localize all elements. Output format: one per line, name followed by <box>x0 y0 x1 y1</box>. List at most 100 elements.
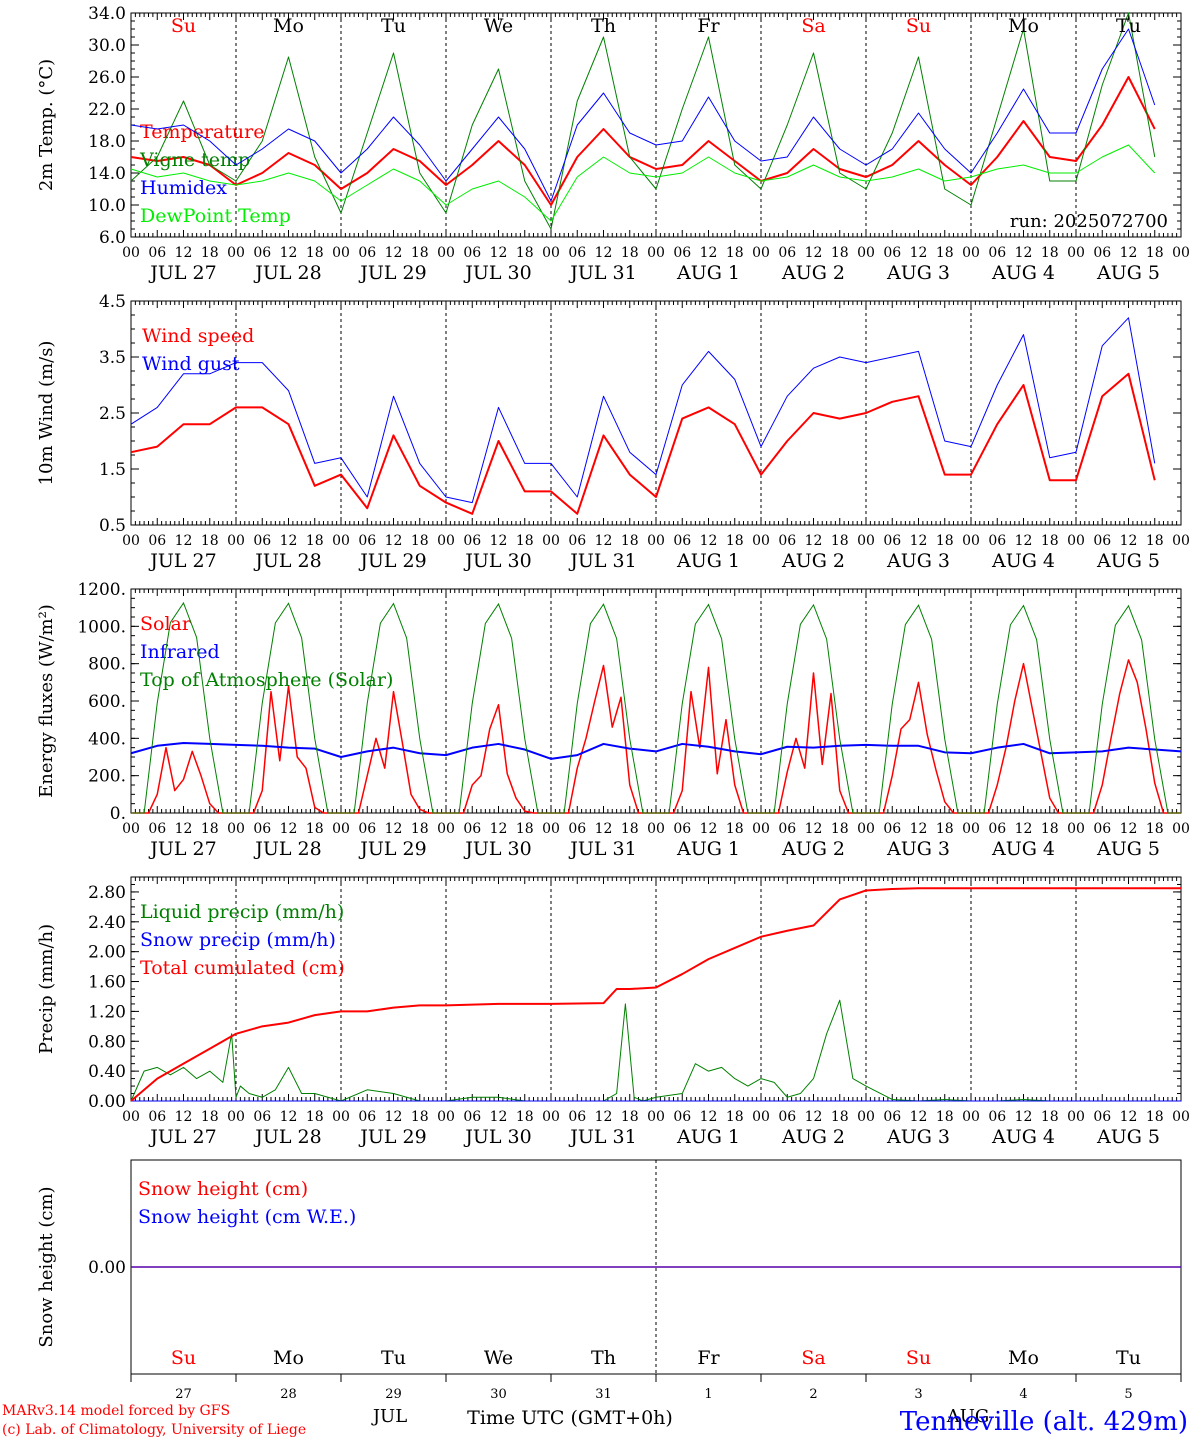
credit-line-1: MARv3.14 model forced by GFS <box>2 1403 230 1419</box>
hour-tick-label: 18 <box>411 1109 429 1125</box>
hour-tick-label: 00 <box>227 245 245 261</box>
hour-tick-label: 12 <box>805 245 823 261</box>
hour-tick-label: 12 <box>910 821 928 837</box>
hour-tick-label: 12 <box>700 1109 718 1125</box>
date-label: JUL 30 <box>463 1126 531 1148</box>
legend-entry: Total cumulated (cm) <box>140 957 345 979</box>
series-line <box>130 28 1156 202</box>
hour-tick-label: 18 <box>831 245 849 261</box>
hour-tick-label: 06 <box>358 533 376 549</box>
date-label: JUL 29 <box>358 550 426 572</box>
legend-entry: Infrared <box>140 641 220 663</box>
y-axis-label: Energy fluxes (W/m²) <box>36 604 57 798</box>
y-tick-label: 6.0 <box>99 228 126 248</box>
y-tick-label: 30.0 <box>88 36 126 56</box>
hour-tick-label: 18 <box>411 245 429 261</box>
hour-tick-label: 00 <box>122 821 140 837</box>
y-tick-label: 600. <box>88 692 126 712</box>
day-number-label: 5 <box>1124 1387 1132 1402</box>
hour-tick-label: 12 <box>805 1109 823 1125</box>
hour-tick-label: 18 <box>411 821 429 837</box>
date-label: AUG 3 <box>886 550 950 572</box>
hour-tick-label: 12 <box>490 1109 508 1125</box>
hour-tick-label: 00 <box>227 821 245 837</box>
hour-tick-label: 18 <box>306 245 324 261</box>
legend-entry: Vigne temp <box>139 149 250 171</box>
y-tick-label: 1.5 <box>99 460 126 480</box>
hour-tick-label: 00 <box>752 1109 770 1125</box>
hour-tick-label: 18 <box>1146 1109 1164 1125</box>
snow-height-panel: 0.00 Snow height (cm) Snow height (cm) Snow… <box>36 1159 1182 1427</box>
date-label: JUL 27 <box>148 838 216 860</box>
day-name-label: Th <box>591 1347 616 1369</box>
legend-entry: Wind speed <box>142 325 254 347</box>
date-label: AUG 5 <box>1096 838 1160 860</box>
hour-tick-label: 00 <box>962 533 980 549</box>
hour-tick-label: 18 <box>726 533 744 549</box>
hour-tick-label: 00 <box>437 245 455 261</box>
hour-tick-label: 12 <box>595 821 613 837</box>
date-label: AUG 5 <box>1096 550 1160 572</box>
hour-tick-label: 06 <box>253 821 271 837</box>
hour-tick-label: 00 <box>1067 821 1085 837</box>
date-label: JUL 27 <box>148 1126 216 1148</box>
date-label: JUL 28 <box>253 550 321 572</box>
hour-tick-label: 00 <box>647 245 665 261</box>
y-tick-label: 2.80 <box>88 883 126 903</box>
hour-tick-label: 06 <box>148 1109 166 1125</box>
hour-tick-label: 12 <box>700 533 718 549</box>
hour-tick-label: 00 <box>962 245 980 261</box>
hour-tick-label: 12 <box>490 533 508 549</box>
legend-entry: Snow height (cm) <box>138 1178 308 1200</box>
hour-tick-label: 06 <box>883 821 901 837</box>
hour-tick-label: 12 <box>910 245 928 261</box>
y-axis-label: Precip (mm/h) <box>36 924 57 1054</box>
y-tick-label: 1000. <box>77 617 126 637</box>
day-number-label: 30 <box>490 1387 507 1402</box>
hour-tick-label: 12 <box>490 245 508 261</box>
hour-tick-label: 18 <box>936 821 954 837</box>
date-label: AUG 3 <box>886 1126 950 1148</box>
hour-tick-label: 06 <box>673 533 691 549</box>
hour-tick-label: 00 <box>227 1109 245 1125</box>
hour-tick-label: 18 <box>1041 245 1059 261</box>
hour-tick-label: 00 <box>122 245 140 261</box>
date-label: JUL 30 <box>463 550 531 572</box>
hour-tick-label: 18 <box>621 821 639 837</box>
y-tick-label: 200. <box>88 767 126 787</box>
series-line <box>130 372 1156 515</box>
legend-entry: Humidex <box>140 177 227 199</box>
date-label: JUL 29 <box>358 838 426 860</box>
date-label: AUG 4 <box>991 550 1055 572</box>
hour-tick-label: 12 <box>280 533 298 549</box>
hour-tick-label: 18 <box>516 533 534 549</box>
day-number-label: 2 <box>809 1387 817 1402</box>
hour-tick-label: 00 <box>647 533 665 549</box>
hour-tick-label: 18 <box>936 245 954 261</box>
date-label: JUL 27 <box>148 550 216 572</box>
hour-tick-label: 12 <box>805 533 823 549</box>
day-number-label: 27 <box>175 1387 192 1402</box>
day-name-label: Mo <box>273 15 304 37</box>
hour-tick-label: 00 <box>962 821 980 837</box>
hour-tick-label: 06 <box>673 1109 691 1125</box>
day-name-label: Su <box>906 15 931 37</box>
hour-tick-label: 12 <box>700 245 718 261</box>
hour-tick-label: 00 <box>857 1109 875 1125</box>
day-name-label: Su <box>906 1347 931 1369</box>
series-line <box>130 12 1156 230</box>
y-tick-label: 26.0 <box>88 68 126 88</box>
hour-tick-label: 00 <box>542 245 560 261</box>
date-label: AUG 5 <box>1096 262 1160 284</box>
y-tick-label: 0.5 <box>99 516 126 536</box>
date-label: AUG 1 <box>676 550 740 572</box>
hour-tick-label: 12 <box>1120 533 1138 549</box>
day-number-label: 29 <box>385 1387 402 1402</box>
hour-tick-label: 12 <box>910 533 928 549</box>
legend-entry: Solar <box>140 613 192 635</box>
hour-tick-label: 12 <box>175 1109 193 1125</box>
hour-tick-label: 06 <box>253 1109 271 1125</box>
date-label: JUL 28 <box>253 1126 321 1148</box>
hour-tick-label: 06 <box>568 821 586 837</box>
